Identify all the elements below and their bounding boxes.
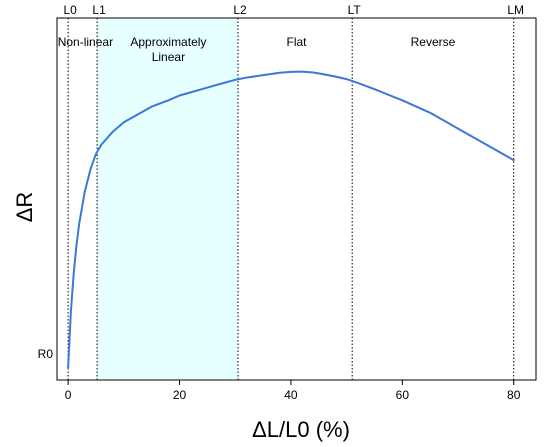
series-layer bbox=[67, 70, 515, 369]
region-label-0-0: Non-linear bbox=[58, 35, 113, 49]
series-line-0 bbox=[67, 70, 515, 369]
region-label-2-0: Flat bbox=[286, 35, 307, 49]
x-tick-label-80: 80 bbox=[507, 388, 521, 402]
region-label-1-0: Approximately bbox=[130, 35, 206, 49]
x-ticks-layer: 0 20 40 60 80 R0 bbox=[38, 347, 521, 402]
x-tick-label-40: 40 bbox=[284, 388, 298, 402]
shaded-region-layer bbox=[97, 18, 239, 380]
region-label-1-1: Linear bbox=[152, 50, 185, 64]
vline-label-lt: LT bbox=[348, 3, 362, 17]
shaded-linear-region bbox=[97, 18, 239, 380]
x-tick-label-20: 20 bbox=[173, 388, 187, 402]
vline-label-l0: L0 bbox=[63, 3, 77, 17]
vline-label-lm: LM bbox=[507, 3, 524, 17]
vline-label-l1: L1 bbox=[92, 3, 106, 17]
plot-frame bbox=[56, 17, 537, 381]
x-axis-title: ΔL/L0 (%) bbox=[252, 417, 350, 442]
vline-label-l2: L2 bbox=[233, 3, 247, 17]
x-tick-label-0: 0 bbox=[65, 388, 72, 402]
y-tick-label-0: R0 bbox=[38, 347, 54, 361]
region-label-3-0: Reverse bbox=[411, 35, 456, 49]
x-tick-label-60: 60 bbox=[396, 388, 410, 402]
y-axis-title: ΔR bbox=[12, 192, 37, 223]
